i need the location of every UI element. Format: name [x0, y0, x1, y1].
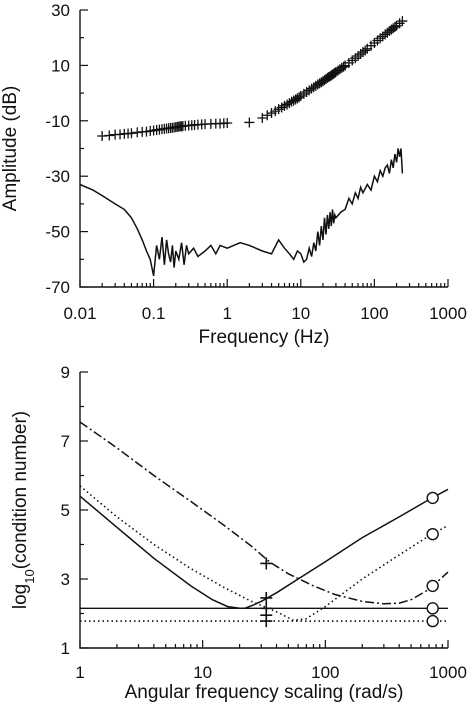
series-line — [79, 148, 404, 277]
y-tick-label: -10 — [45, 112, 70, 131]
x-axis-label: Angular frequency scaling (rad/s) — [125, 682, 404, 703]
y-tick-label: 9 — [61, 363, 70, 382]
y-tick-label: -30 — [45, 167, 70, 186]
x-tick-label: 1 — [75, 663, 84, 682]
marker-plus — [260, 591, 273, 604]
marker-circle — [426, 527, 439, 541]
data-point-cross — [262, 110, 273, 121]
series-line — [79, 488, 449, 610]
series-line — [79, 421, 449, 605]
x-tick-label: 0.01 — [63, 304, 96, 323]
marker-plus — [260, 557, 273, 570]
data-point-cross — [360, 45, 371, 56]
x-tick-label: 100 — [360, 304, 388, 323]
y-tick-label: -70 — [45, 278, 70, 297]
condition-number-chart: 1 10 100 1000 1 3 5 7 9 Angular frequency scaling… — [10, 363, 467, 703]
x-tick-label: 0.1 — [142, 304, 166, 323]
x-tick-label: 10 — [193, 663, 212, 682]
x-tick-label: 1 — [222, 304, 231, 323]
marker-circle — [426, 614, 439, 628]
data-point-cross — [286, 96, 297, 107]
x-tick-label: 1000 — [429, 304, 467, 323]
marker-circle — [426, 491, 439, 505]
x-tick-label: 10 — [291, 304, 310, 323]
marker-circle — [426, 579, 439, 593]
data-point-cross — [222, 118, 233, 129]
axis-frame — [79, 10, 448, 288]
data-point-cross — [104, 130, 115, 141]
y-tick-label: 30 — [51, 1, 70, 20]
y-tick-label: 7 — [61, 432, 70, 451]
data-point-cross — [126, 128, 137, 139]
amplitude-chart: 0.01 0.1 1 10 100 1000 30 10 -10 -30 -50 -70 Frequen… — [0, 1, 467, 348]
x-tick-label: 100 — [311, 663, 339, 682]
y-tick-label: -50 — [45, 223, 70, 242]
data-point-cross — [397, 16, 408, 27]
marker-circle — [426, 602, 439, 615]
marker-plus — [260, 615, 273, 628]
data-point-cross — [257, 113, 268, 124]
series-line — [79, 485, 449, 622]
y-axis-label: Amplitude (dB) — [0, 86, 21, 212]
data-point-cross — [284, 98, 295, 109]
x-axis-label: Frequency (Hz) — [199, 327, 330, 348]
data-point-cross — [244, 117, 255, 128]
y-tick-label: 3 — [61, 570, 70, 589]
y-tick-label: 5 — [61, 501, 70, 520]
x-tick-label: 1000 — [429, 663, 467, 682]
data-point-cross — [338, 61, 349, 72]
y-axis-label: log10(condition number) — [10, 411, 37, 609]
y-tick-label: 10 — [51, 56, 70, 75]
y-tick-label: 1 — [61, 639, 70, 658]
